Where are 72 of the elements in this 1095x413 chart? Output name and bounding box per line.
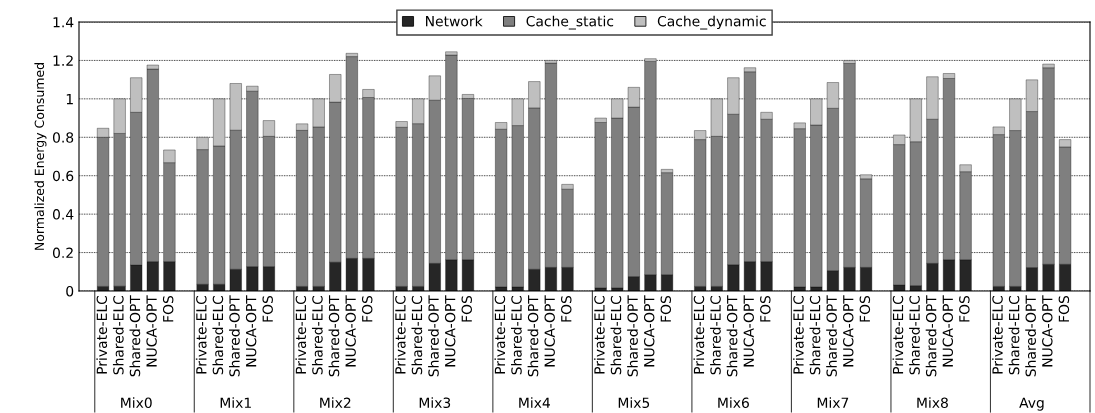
legend-label: Cache_static — [526, 15, 614, 30]
x-tick-label: FOS — [361, 295, 373, 322]
x-tick-label: Shared-ELC — [710, 295, 721, 375]
x-tick-label: FOS — [262, 295, 273, 322]
text: Mix1 — [220, 397, 251, 408]
x-tick-label: Shared-OPT — [1025, 295, 1036, 377]
x-tick-label: FOS — [959, 295, 970, 322]
text: Mix8 — [917, 397, 948, 409]
x-tick-label: Shared-OPT — [428, 295, 439, 377]
legend-label: Cache_dynamic — [657, 15, 766, 30]
x-tick-label: Private-ELC — [494, 295, 506, 374]
x-tick-label: Private-ELC — [295, 295, 307, 374]
x-tick-label: FOS — [162, 295, 174, 322]
y-tick-label: 0.2 — [52, 247, 73, 259]
x-tick-label: Private-ELC — [693, 295, 705, 374]
text: Mix4 — [519, 397, 550, 408]
x-tick-label: NUCA-OPT — [345, 295, 356, 367]
x-tick-label: Shared-ELC — [112, 295, 124, 375]
x-tick-label: NUCA-OPT — [942, 295, 954, 367]
x-tick-label: Shared-ELC — [610, 295, 622, 375]
x-tick-label: Private-ELC — [394, 295, 406, 374]
y-tick-label: 1 — [66, 94, 73, 105]
x-tick-label: NUCA-OPT — [245, 295, 257, 367]
x-tick-label: FOS — [561, 295, 572, 322]
x-tick-label: Shared-OPT — [627, 295, 638, 377]
x-tick-label: Shared-OPT — [826, 295, 837, 377]
x-tick-label: Private-ELC — [892, 295, 904, 374]
y-tick-label: 0.4 — [52, 209, 74, 220]
x-tick-label: Private-ELC — [195, 295, 207, 374]
x-tick-label: Shared-OPT — [129, 295, 141, 377]
x-tick-label: Private-ELC — [992, 295, 1003, 374]
x-tick-label: FOS — [1058, 295, 1070, 322]
x-tick-label: Shared-OPT — [726, 295, 738, 377]
x-tick-label: FOS — [859, 295, 871, 322]
y-tick-label: 0 — [66, 285, 74, 297]
x-tick-label: Private-ELC — [96, 295, 108, 374]
x-tick-label: NUCA-OPT — [544, 295, 555, 367]
x-tick-label: Shared-ELC — [411, 295, 423, 375]
y-tick-label: 1.4 — [53, 17, 74, 28]
x-tick-label: FOS — [461, 295, 472, 322]
x-tick-label: Shared-ELC — [809, 295, 821, 375]
legend-label: Network — [426, 15, 483, 27]
x-tick-label: Shared-OPT — [925, 295, 937, 377]
x-tick-label: FOS — [760, 295, 771, 322]
x-tick-label: NUCA-OPT — [643, 295, 655, 367]
x-tick-label: Shared-ELC — [1008, 295, 1020, 375]
x-tick-label: Shared-ELC — [311, 295, 323, 375]
y-tick-label: 0.8 — [52, 132, 74, 143]
text: Avg — [1019, 397, 1044, 411]
text: Mix6 — [718, 397, 749, 409]
x-tick-label: NUCA-OPT — [444, 295, 456, 367]
x-tick-label: Shared-OPT — [229, 295, 240, 377]
x-tick-label: Shared-OPT — [527, 295, 539, 377]
x-tick-label: FOS — [660, 295, 672, 322]
x-tick-label: Shared-ELC — [909, 295, 920, 375]
x-tick-label: Shared-ELC — [212, 295, 224, 375]
x-tick-label: NUCA-OPT — [1042, 295, 1053, 367]
text: Mix2 — [320, 397, 351, 408]
x-tick-label: Shared-OPT — [328, 295, 340, 377]
text: Mix0 — [121, 397, 152, 409]
text: Mix7 — [817, 397, 849, 408]
x-tick-label: Shared-ELC — [511, 295, 522, 375]
x-tick-label: NUCA-OPT — [843, 295, 854, 367]
x-tick-label: Private-ELC — [593, 295, 605, 374]
x-tick-label: NUCA-OPT — [743, 295, 754, 367]
x-tick-label: NUCA-OPT — [146, 295, 157, 367]
text: Mix5 — [618, 397, 650, 409]
y-axis-title: Normalized Energy Consumed — [34, 63, 47, 250]
x-tick-label: Private-ELC — [793, 295, 804, 374]
y-tick-label: 1.2 — [53, 55, 73, 66]
text: Mix3 — [419, 397, 451, 409]
y-tick-label: 0.6 — [52, 170, 74, 182]
